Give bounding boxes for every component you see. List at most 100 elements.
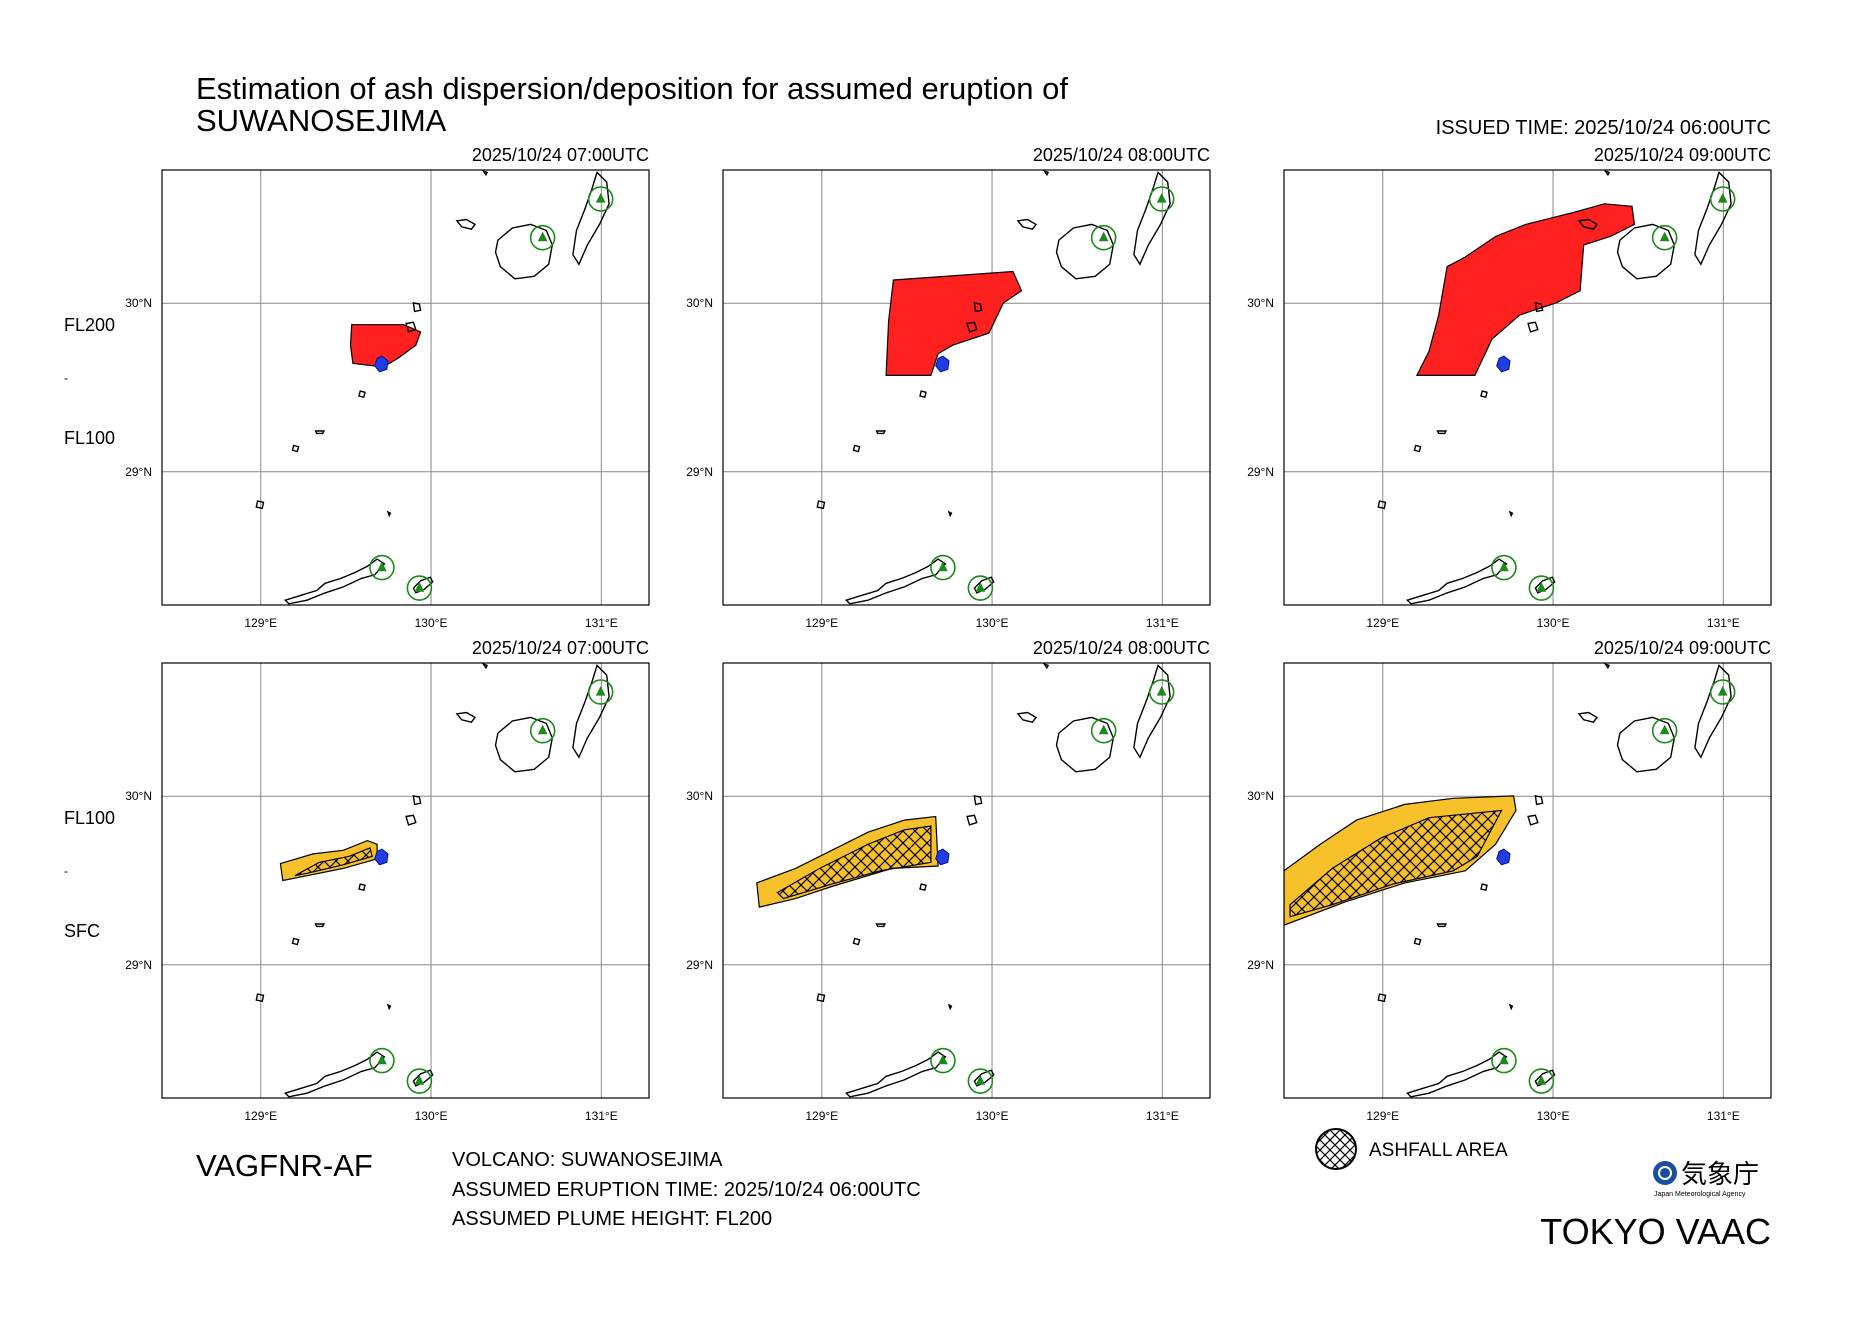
volcano-symbol — [595, 193, 606, 203]
x-tick-label: 131°E — [585, 616, 618, 630]
volcano-marker — [1491, 554, 1517, 581]
island — [255, 993, 265, 1003]
volcano-symbol — [1499, 1054, 1509, 1065]
x-tick-label: 130°E — [976, 616, 1009, 630]
volcano-symbol — [975, 582, 986, 592]
volcano-symbol — [1098, 231, 1109, 242]
x-tick-label: 131°E — [1146, 1109, 1179, 1123]
map-layer — [1377, 170, 1736, 605]
agency-logo — [1653, 1161, 1677, 1185]
island — [291, 444, 300, 453]
island — [481, 663, 489, 670]
info-line: ASSUMED ERUPTION TIME: 2025/10/24 06:00U… — [452, 1179, 921, 1201]
island — [1577, 218, 1599, 230]
source-volcano — [1496, 355, 1511, 373]
island — [816, 500, 826, 510]
island — [314, 923, 326, 928]
y-tick-label: 30°N — [1247, 296, 1274, 310]
x-tick-label: 131°E — [1707, 616, 1740, 630]
agency-name-en: Japan Meteorological Agency — [1654, 1191, 1746, 1198]
level-label: SFC — [64, 921, 100, 941]
x-tick-label: 129°E — [1366, 1109, 1399, 1123]
level-label: FL100 — [64, 428, 115, 448]
x-tick-label: 129°E — [805, 616, 838, 630]
x-tick-label: 130°E — [976, 1109, 1009, 1123]
legend-symbol — [1315, 1128, 1357, 1170]
island — [1616, 716, 1676, 773]
island — [1436, 430, 1448, 435]
island — [1042, 170, 1050, 177]
volcano-marker — [369, 1047, 395, 1074]
x-tick-label: 130°E — [415, 1109, 448, 1123]
island — [405, 814, 417, 826]
island — [973, 576, 995, 594]
volcano-symbol — [537, 231, 548, 242]
map-frame — [161, 662, 650, 1099]
island — [412, 795, 422, 806]
y-tick-label: 30°N — [125, 296, 152, 310]
y-tick-label: 30°N — [686, 789, 713, 803]
island — [572, 171, 610, 266]
y-tick-label: 29°N — [1247, 958, 1274, 972]
map-layer — [255, 170, 614, 605]
island — [1133, 171, 1171, 266]
island — [1508, 1003, 1514, 1011]
map-layer — [756, 663, 1175, 1098]
map-layer — [255, 663, 614, 1098]
island — [283, 1051, 386, 1098]
y-tick-label: 29°N — [125, 465, 152, 479]
level-label: FL200 — [64, 315, 115, 335]
island — [412, 576, 434, 594]
volcano-symbol — [1156, 193, 1167, 203]
volcano-marker — [1651, 224, 1678, 251]
y-tick-label: 29°N — [686, 958, 713, 972]
island — [1405, 1051, 1508, 1098]
volcano-marker — [587, 679, 614, 705]
island — [973, 795, 983, 806]
volcano-symbol — [1156, 686, 1167, 696]
island — [1055, 223, 1115, 280]
volcano-marker — [967, 1068, 994, 1094]
source-volcano — [374, 355, 389, 373]
volcano-symbol — [1499, 561, 1509, 572]
volcano-symbol — [377, 1054, 387, 1065]
title-line: SUWANOSEJIMA — [196, 103, 447, 138]
agency-logo — [1658, 1166, 1672, 1180]
island — [1534, 795, 1544, 806]
product-id: VAGFNR-AF — [196, 1148, 373, 1183]
y-tick-label: 29°N — [125, 958, 152, 972]
island — [1413, 444, 1422, 453]
volcano-symbol — [1098, 724, 1109, 735]
island — [1527, 321, 1539, 333]
panel-time: 2025/10/24 08:00UTC — [1033, 638, 1210, 658]
island — [966, 814, 978, 826]
ash-cloud — [1415, 203, 1636, 376]
island — [1377, 500, 1387, 510]
volcano-marker — [930, 554, 956, 581]
island — [1694, 171, 1732, 266]
map-panel — [162, 170, 649, 605]
map-frame — [722, 662, 1211, 1099]
island — [1405, 558, 1508, 605]
volcano-marker — [406, 1068, 433, 1094]
map-frame — [1283, 169, 1772, 606]
island — [973, 1069, 995, 1087]
map-frame — [1283, 662, 1772, 1099]
island — [1527, 814, 1539, 826]
x-tick-label: 131°E — [1146, 616, 1179, 630]
island — [255, 500, 265, 510]
volcano-symbol — [1717, 686, 1728, 696]
island — [1042, 663, 1050, 670]
island — [919, 390, 927, 399]
island — [1534, 576, 1556, 594]
volcano-symbol — [414, 1075, 425, 1085]
island — [816, 993, 826, 1003]
volcano-marker — [1709, 679, 1736, 705]
map-background — [162, 663, 649, 1098]
volcano-marker — [587, 186, 614, 212]
island — [852, 444, 861, 453]
panel-time: 2025/10/24 07:00UTC — [472, 145, 649, 165]
island — [947, 510, 953, 518]
island — [455, 218, 477, 230]
volcano-symbol — [938, 1054, 948, 1065]
